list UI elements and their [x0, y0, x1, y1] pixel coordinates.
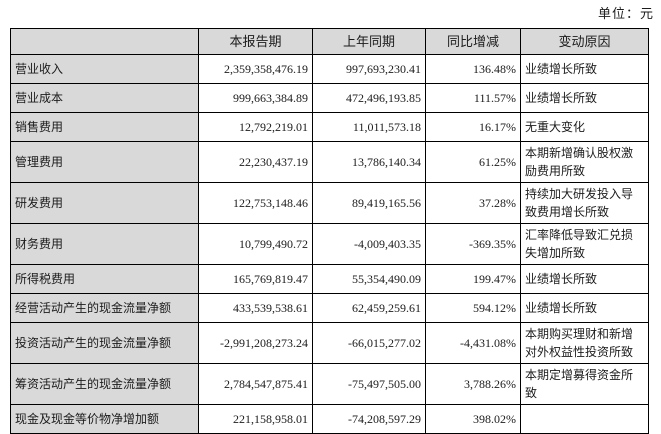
column-header-3: 同比增减: [425, 28, 521, 55]
column-header-4: 变动原因: [520, 28, 649, 55]
table-row: 营业成本 999,663,384.89 472,496,193.85 111.5…: [10, 83, 649, 113]
current-period-value: 12,792,219.01: [198, 112, 313, 142]
prior-period-value: 11,011,573.18: [312, 112, 426, 142]
yoy-change-value: 37.28%: [425, 182, 521, 224]
change-reason: 汇率降低导致汇兑损失增加所致: [520, 223, 649, 265]
row-item-label: 所得税费用: [10, 264, 199, 294]
change-reason: 业绩增长所致: [520, 83, 649, 113]
prior-period-value: 997,693,230.41: [312, 54, 426, 84]
table-row: 现金及现金等价物净增加额 221,158,958.01 -74,208,597.…: [10, 404, 649, 434]
column-header-2: 上年同期: [312, 28, 426, 55]
prior-period-value: 55,354,490.09: [312, 264, 426, 294]
row-item-label: 营业成本: [10, 83, 199, 113]
current-period-value: -2,991,208,273.24: [198, 322, 313, 364]
row-item-label: 投资活动产生的现金流量净额: [10, 322, 199, 364]
column-header-0: [10, 28, 199, 55]
current-period-value: 165,769,819.47: [198, 264, 313, 294]
prior-period-value: 472,496,193.85: [312, 83, 426, 113]
table-row: 营业收入 2,359,358,476.19 997,693,230.41 136…: [10, 54, 649, 84]
column-header-1: 本报告期: [198, 28, 313, 55]
yoy-change-value: 398.02%: [425, 404, 521, 434]
row-item-label: 经营活动产生的现金流量净额: [10, 293, 199, 323]
change-reason: 业绩增长所致: [520, 264, 649, 294]
row-item-label: 研发费用: [10, 182, 199, 224]
current-period-value: 2,784,547,875.41: [198, 363, 313, 405]
table-row: 研发费用 122,753,148.46 89,419,165.56 37.28%…: [10, 182, 649, 224]
change-reason: 本期定增募得资金所致: [520, 363, 649, 405]
change-reason: 业绩增长所致: [520, 54, 649, 84]
current-period-value: 10,799,490.72: [198, 223, 313, 265]
prior-period-value: -75,497,505.00: [312, 363, 426, 405]
row-item-label: 现金及现金等价物净增加额: [10, 404, 199, 434]
current-period-value: 221,158,958.01: [198, 404, 313, 434]
prior-period-value: 62,459,259.61: [312, 293, 426, 323]
change-reason: 持续加大研发投入导致费用增长所致: [520, 182, 649, 224]
change-reason: 无重大变化: [520, 112, 649, 142]
table-row: 筹资活动产生的现金流量净额 2,784,547,875.41 -75,497,5…: [10, 363, 649, 405]
yoy-change-value: -4,431.08%: [425, 322, 521, 364]
unit-label: 单位：元: [597, 6, 654, 21]
prior-period-value: 89,419,165.56: [312, 182, 426, 224]
change-reason: [520, 404, 649, 434]
prior-period-value: -74,208,597.29: [312, 404, 426, 434]
change-reason: 本期购买理财和新增对外权益性投资所致: [520, 322, 649, 364]
prior-period-value: -4,009,403.35: [312, 223, 426, 265]
current-period-value: 999,663,384.89: [198, 83, 313, 113]
current-period-value: 122,753,148.46: [198, 182, 313, 224]
yoy-change-value: -369.35%: [425, 223, 521, 265]
row-item-label: 营业收入: [10, 54, 199, 84]
yoy-change-value: 111.57%: [425, 83, 521, 113]
row-item-label: 管理费用: [10, 141, 199, 183]
row-item-label: 销售费用: [10, 112, 199, 142]
current-period-value: 2,359,358,476.19: [198, 54, 313, 84]
yoy-change-value: 199.47%: [425, 264, 521, 294]
yoy-change-value: 16.17%: [425, 112, 521, 142]
yoy-change-value: 61.25%: [425, 141, 521, 183]
change-reason: 业绩增长所致: [520, 293, 649, 323]
prior-period-value: -66,015,277.02: [312, 322, 426, 364]
table-row: 财务费用 10,799,490.72 -4,009,403.35 -369.35…: [10, 223, 649, 265]
table-row: 管理费用 22,230,437.19 13,786,140.34 61.25% …: [10, 141, 649, 183]
current-period-value: 433,539,538.61: [198, 293, 313, 323]
yoy-change-value: 3,788.26%: [425, 363, 521, 405]
current-period-value: 22,230,437.19: [198, 141, 313, 183]
table-row: 投资活动产生的现金流量净额 -2,991,208,273.24 -66,015,…: [10, 322, 649, 364]
row-item-label: 财务费用: [10, 223, 199, 265]
row-item-label: 筹资活动产生的现金流量净额: [10, 363, 199, 405]
table-row: 销售费用 12,792,219.01 11,011,573.18 16.17% …: [10, 112, 649, 142]
yoy-change-value: 594.12%: [425, 293, 521, 323]
table-header-row: 本报告期 上年同期 同比增减 变动原因: [10, 28, 649, 55]
table-row: 所得税费用 165,769,819.47 55,354,490.09 199.4…: [10, 264, 649, 294]
yoy-change-value: 136.48%: [425, 54, 521, 84]
prior-period-value: 13,786,140.34: [312, 141, 426, 183]
change-reason: 本期新增确认股权激励费用所致: [520, 141, 649, 183]
financial-comparison-table: 本报告期 上年同期 同比增减 变动原因 营业收入 2,359,358,476.19 9…: [10, 28, 649, 434]
table-row: 经营活动产生的现金流量净额 433,539,538.61 62,459,259.…: [10, 293, 649, 323]
